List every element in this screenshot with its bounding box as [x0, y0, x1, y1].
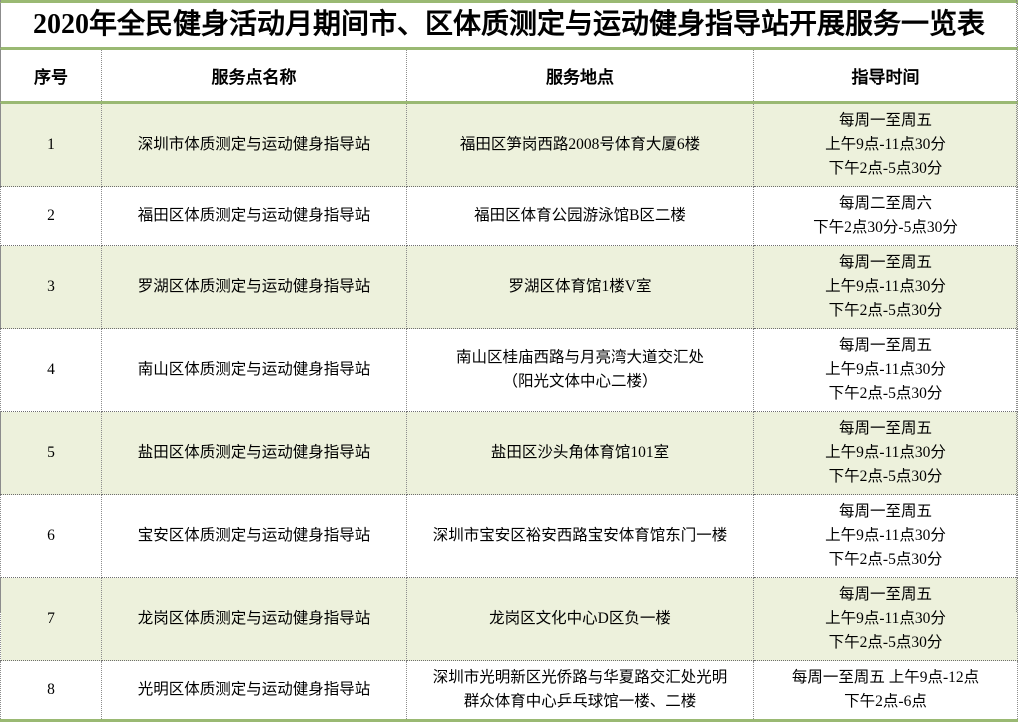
- table-row: 3 罗湖区体质测定与运动健身指导站 罗湖区体育馆1楼V室 每周一至周五 上午9点…: [0, 245, 1019, 330]
- cell-time: 每周一至周五 上午9点-11点30分 下午2点-5点30分: [752, 328, 1019, 413]
- cell-name: 罗湖区体质测定与运动健身指导站: [101, 245, 407, 330]
- sheet-left-rail: [0, 0, 1, 612]
- cell-time: 每周一至周五 上午9点-11点30分 下午2点-5点30分: [752, 577, 1019, 662]
- cell-time-line: 上午9点-11点30分: [825, 278, 946, 296]
- table-row: 5 盐田区体质测定与运动健身指导站 盐田区沙头角体育馆101室 每周一至周五 上…: [0, 411, 1019, 496]
- cell-no: 5: [0, 411, 102, 496]
- cell-time-line: 下午2点-5点30分: [828, 468, 943, 486]
- cell-place-line: 福田区笋岗西路2008号体育大厦6楼: [459, 136, 701, 154]
- cell-time-line: 下午2点-5点30分: [828, 302, 943, 320]
- cell-place: 南山区桂庙西路与月亮湾大道交汇处 （阳光文体中心二楼）: [406, 328, 754, 413]
- cell-no: 8: [0, 660, 102, 722]
- cell-place: 盐田区沙头角体育馆101室: [406, 411, 754, 496]
- cell-time: 每周一至周五 上午9点-11点30分 下午2点-5点30分: [752, 102, 1019, 188]
- column-header-place: 服务地点: [406, 48, 754, 104]
- cell-time-line: 上午9点-11点30分: [825, 610, 946, 628]
- cell-name: 宝安区体质测定与运动健身指导站: [101, 494, 407, 579]
- cell-time-line: 下午2点-5点30分: [828, 385, 943, 403]
- table-row: 6 宝安区体质测定与运动健身指导站 深圳市宝安区裕安西路宝安体育馆东门一楼 每周…: [0, 494, 1019, 579]
- cell-place-line: 龙岗区文化中心D区负一楼: [489, 610, 671, 628]
- cell-no: 4: [0, 328, 102, 413]
- cell-place-line: 深圳市宝安区裕安西路宝安体育馆东门一楼: [432, 527, 728, 545]
- column-header-time: 指导时间: [752, 48, 1019, 104]
- table-title-row: 2020年全民健身活动月期间市、区体质测定与运动健身指导站开展服务一览表: [0, 0, 1019, 50]
- cell-place-line: 深圳市光明新区光侨路与华夏路交汇处光明: [432, 669, 728, 687]
- cell-place-line: 盐田区沙头角体育馆101室: [490, 444, 670, 462]
- cell-place: 龙岗区文化中心D区负一楼: [406, 577, 754, 662]
- cell-place-line: 福田区体育公园游泳馆B区二楼: [474, 207, 686, 225]
- cell-time-line: 下午2点-5点30分: [828, 634, 943, 652]
- table-row: 2 福田区体质测定与运动健身指导站 福田区体育公园游泳馆B区二楼 每周二至周六 …: [0, 186, 1019, 247]
- cell-no: 1: [0, 102, 102, 188]
- cell-time-line: 上午9点-11点30分: [825, 136, 946, 154]
- column-header-name: 服务点名称: [101, 48, 407, 104]
- table-row: 1 深圳市体质测定与运动健身指导站 福田区笋岗西路2008号体育大厦6楼 每周一…: [0, 102, 1019, 188]
- cell-time-line: 每周一至周五: [839, 586, 933, 604]
- cell-time-line: 下午2点-6点: [844, 693, 927, 711]
- cell-name: 深圳市体质测定与运动健身指导站: [101, 102, 407, 188]
- table-row: 7 龙岗区体质测定与运动健身指导站 龙岗区文化中心D区负一楼 每周一至周五 上午…: [0, 577, 1019, 662]
- cell-name: 福田区体质测定与运动健身指导站: [101, 186, 407, 247]
- cell-place-line: 罗湖区体育馆1楼V室: [508, 278, 652, 296]
- cell-time: 每周二至周六 下午2点30分-5点30分: [752, 186, 1019, 247]
- cell-time-line: 每周一至周五: [839, 112, 933, 129]
- page-title: 2020年全民健身活动月期间市、区体质测定与运动健身指导站开展服务一览表: [33, 8, 986, 40]
- cell-place-line: 群众体育中心乒乓球馆一楼、二楼: [463, 693, 697, 711]
- table-row: 8 光明区体质测定与运动健身指导站 深圳市光明新区光侨路与华夏路交汇处光明 群众…: [0, 660, 1019, 722]
- cell-no: 6: [0, 494, 102, 579]
- cell-place-line: 南山区桂庙西路与月亮湾大道交汇处: [455, 349, 704, 367]
- table-row: 4 南山区体质测定与运动健身指导站 南山区桂庙西路与月亮湾大道交汇处 （阳光文体…: [0, 328, 1019, 413]
- cell-time: 每周一至周五 上午9点-12点 下午2点-6点: [752, 660, 1019, 722]
- cell-name: 光明区体质测定与运动健身指导站: [101, 660, 407, 722]
- cell-time: 每周一至周五 上午9点-11点30分 下午2点-5点30分: [752, 494, 1019, 579]
- cell-name: 南山区体质测定与运动健身指导站: [101, 328, 407, 413]
- cell-no: 7: [0, 577, 102, 662]
- cell-place: 罗湖区体育馆1楼V室: [406, 245, 754, 330]
- cell-time-line: 下午2点-5点30分: [828, 551, 943, 569]
- cell-time-line: 上午9点-11点30分: [825, 444, 946, 462]
- cell-place: 深圳市光明新区光侨路与华夏路交汇处光明 群众体育中心乒乓球馆一楼、二楼: [406, 660, 754, 722]
- cell-time-line: 每周二至周六: [839, 195, 933, 213]
- cell-time-line: 每周一至周五: [839, 254, 933, 272]
- cell-place-line: （阳光文体中心二楼）: [502, 373, 658, 391]
- column-header-no: 序号: [0, 48, 102, 104]
- cell-place: 深圳市宝安区裕安西路宝安体育馆东门一楼: [406, 494, 754, 579]
- table-header-row: 序号 服务点名称 服务地点 指导时间: [0, 48, 1019, 104]
- cell-time-line: 每周一至周五: [839, 503, 933, 521]
- cell-no: 3: [0, 245, 102, 330]
- cell-time-line: 下午2点30分-5点30分: [813, 219, 958, 237]
- cell-time: 每周一至周五 上午9点-11点30分 下午2点-5点30分: [752, 411, 1019, 496]
- cell-place: 福田区笋岗西路2008号体育大厦6楼: [406, 102, 754, 188]
- cell-time-line: 下午2点-5点30分: [828, 160, 943, 178]
- cell-time-line: 每周一至周五: [839, 337, 933, 355]
- cell-name: 盐田区体质测定与运动健身指导站: [101, 411, 407, 496]
- table-title-cell: 2020年全民健身活动月期间市、区体质测定与运动健身指导站开展服务一览表: [0, 0, 1019, 50]
- cell-name: 龙岗区体质测定与运动健身指导站: [101, 577, 407, 662]
- cell-time: 每周一至周五 上午9点-11点30分 下午2点-5点30分: [752, 245, 1019, 330]
- cell-time-line: 每周一至周五 上午9点-12点: [791, 669, 980, 687]
- cell-time-line: 每周一至周五: [839, 420, 933, 438]
- sheet-right-rail: [1016, 0, 1017, 612]
- cell-time-line: 上午9点-11点30分: [825, 527, 946, 545]
- cell-no: 2: [0, 186, 102, 247]
- cell-time-line: 上午9点-11点30分: [825, 361, 946, 379]
- cell-place: 福田区体育公园游泳馆B区二楼: [406, 186, 754, 247]
